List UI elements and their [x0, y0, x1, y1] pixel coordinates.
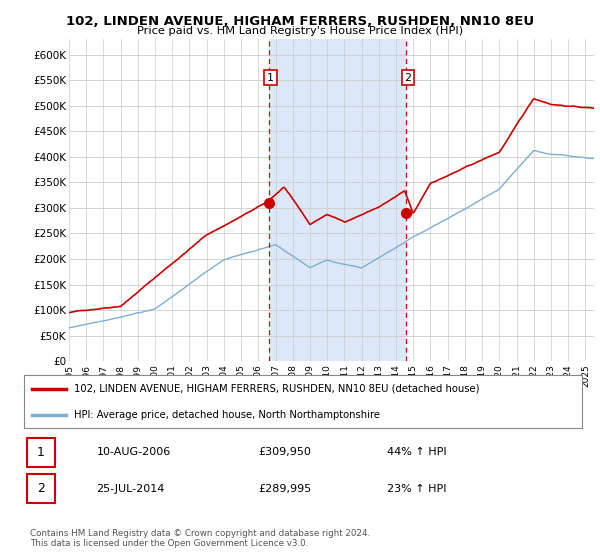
FancyBboxPatch shape	[27, 474, 55, 503]
Text: 102, LINDEN AVENUE, HIGHAM FERRERS, RUSHDEN, NN10 8EU: 102, LINDEN AVENUE, HIGHAM FERRERS, RUSH…	[66, 15, 534, 28]
Text: 2: 2	[404, 73, 412, 82]
Text: £309,950: £309,950	[259, 447, 311, 457]
Text: £289,995: £289,995	[259, 484, 311, 493]
Text: 44% ↑ HPI: 44% ↑ HPI	[387, 447, 446, 457]
Text: 2: 2	[37, 482, 44, 495]
Text: 23% ↑ HPI: 23% ↑ HPI	[387, 484, 446, 493]
Text: Price paid vs. HM Land Registry's House Price Index (HPI): Price paid vs. HM Land Registry's House …	[137, 26, 463, 36]
Text: HPI: Average price, detached house, North Northamptonshire: HPI: Average price, detached house, Nort…	[74, 410, 380, 420]
Text: 1: 1	[37, 446, 44, 459]
Text: 10-AUG-2006: 10-AUG-2006	[97, 447, 171, 457]
Text: Contains HM Land Registry data © Crown copyright and database right 2024.
This d: Contains HM Land Registry data © Crown c…	[30, 529, 370, 548]
FancyBboxPatch shape	[27, 438, 55, 467]
Text: 102, LINDEN AVENUE, HIGHAM FERRERS, RUSHDEN, NN10 8EU (detached house): 102, LINDEN AVENUE, HIGHAM FERRERS, RUSH…	[74, 384, 480, 394]
Text: 25-JUL-2014: 25-JUL-2014	[97, 484, 165, 493]
Text: 1: 1	[267, 73, 274, 82]
Bar	[269, 39, 406, 361]
